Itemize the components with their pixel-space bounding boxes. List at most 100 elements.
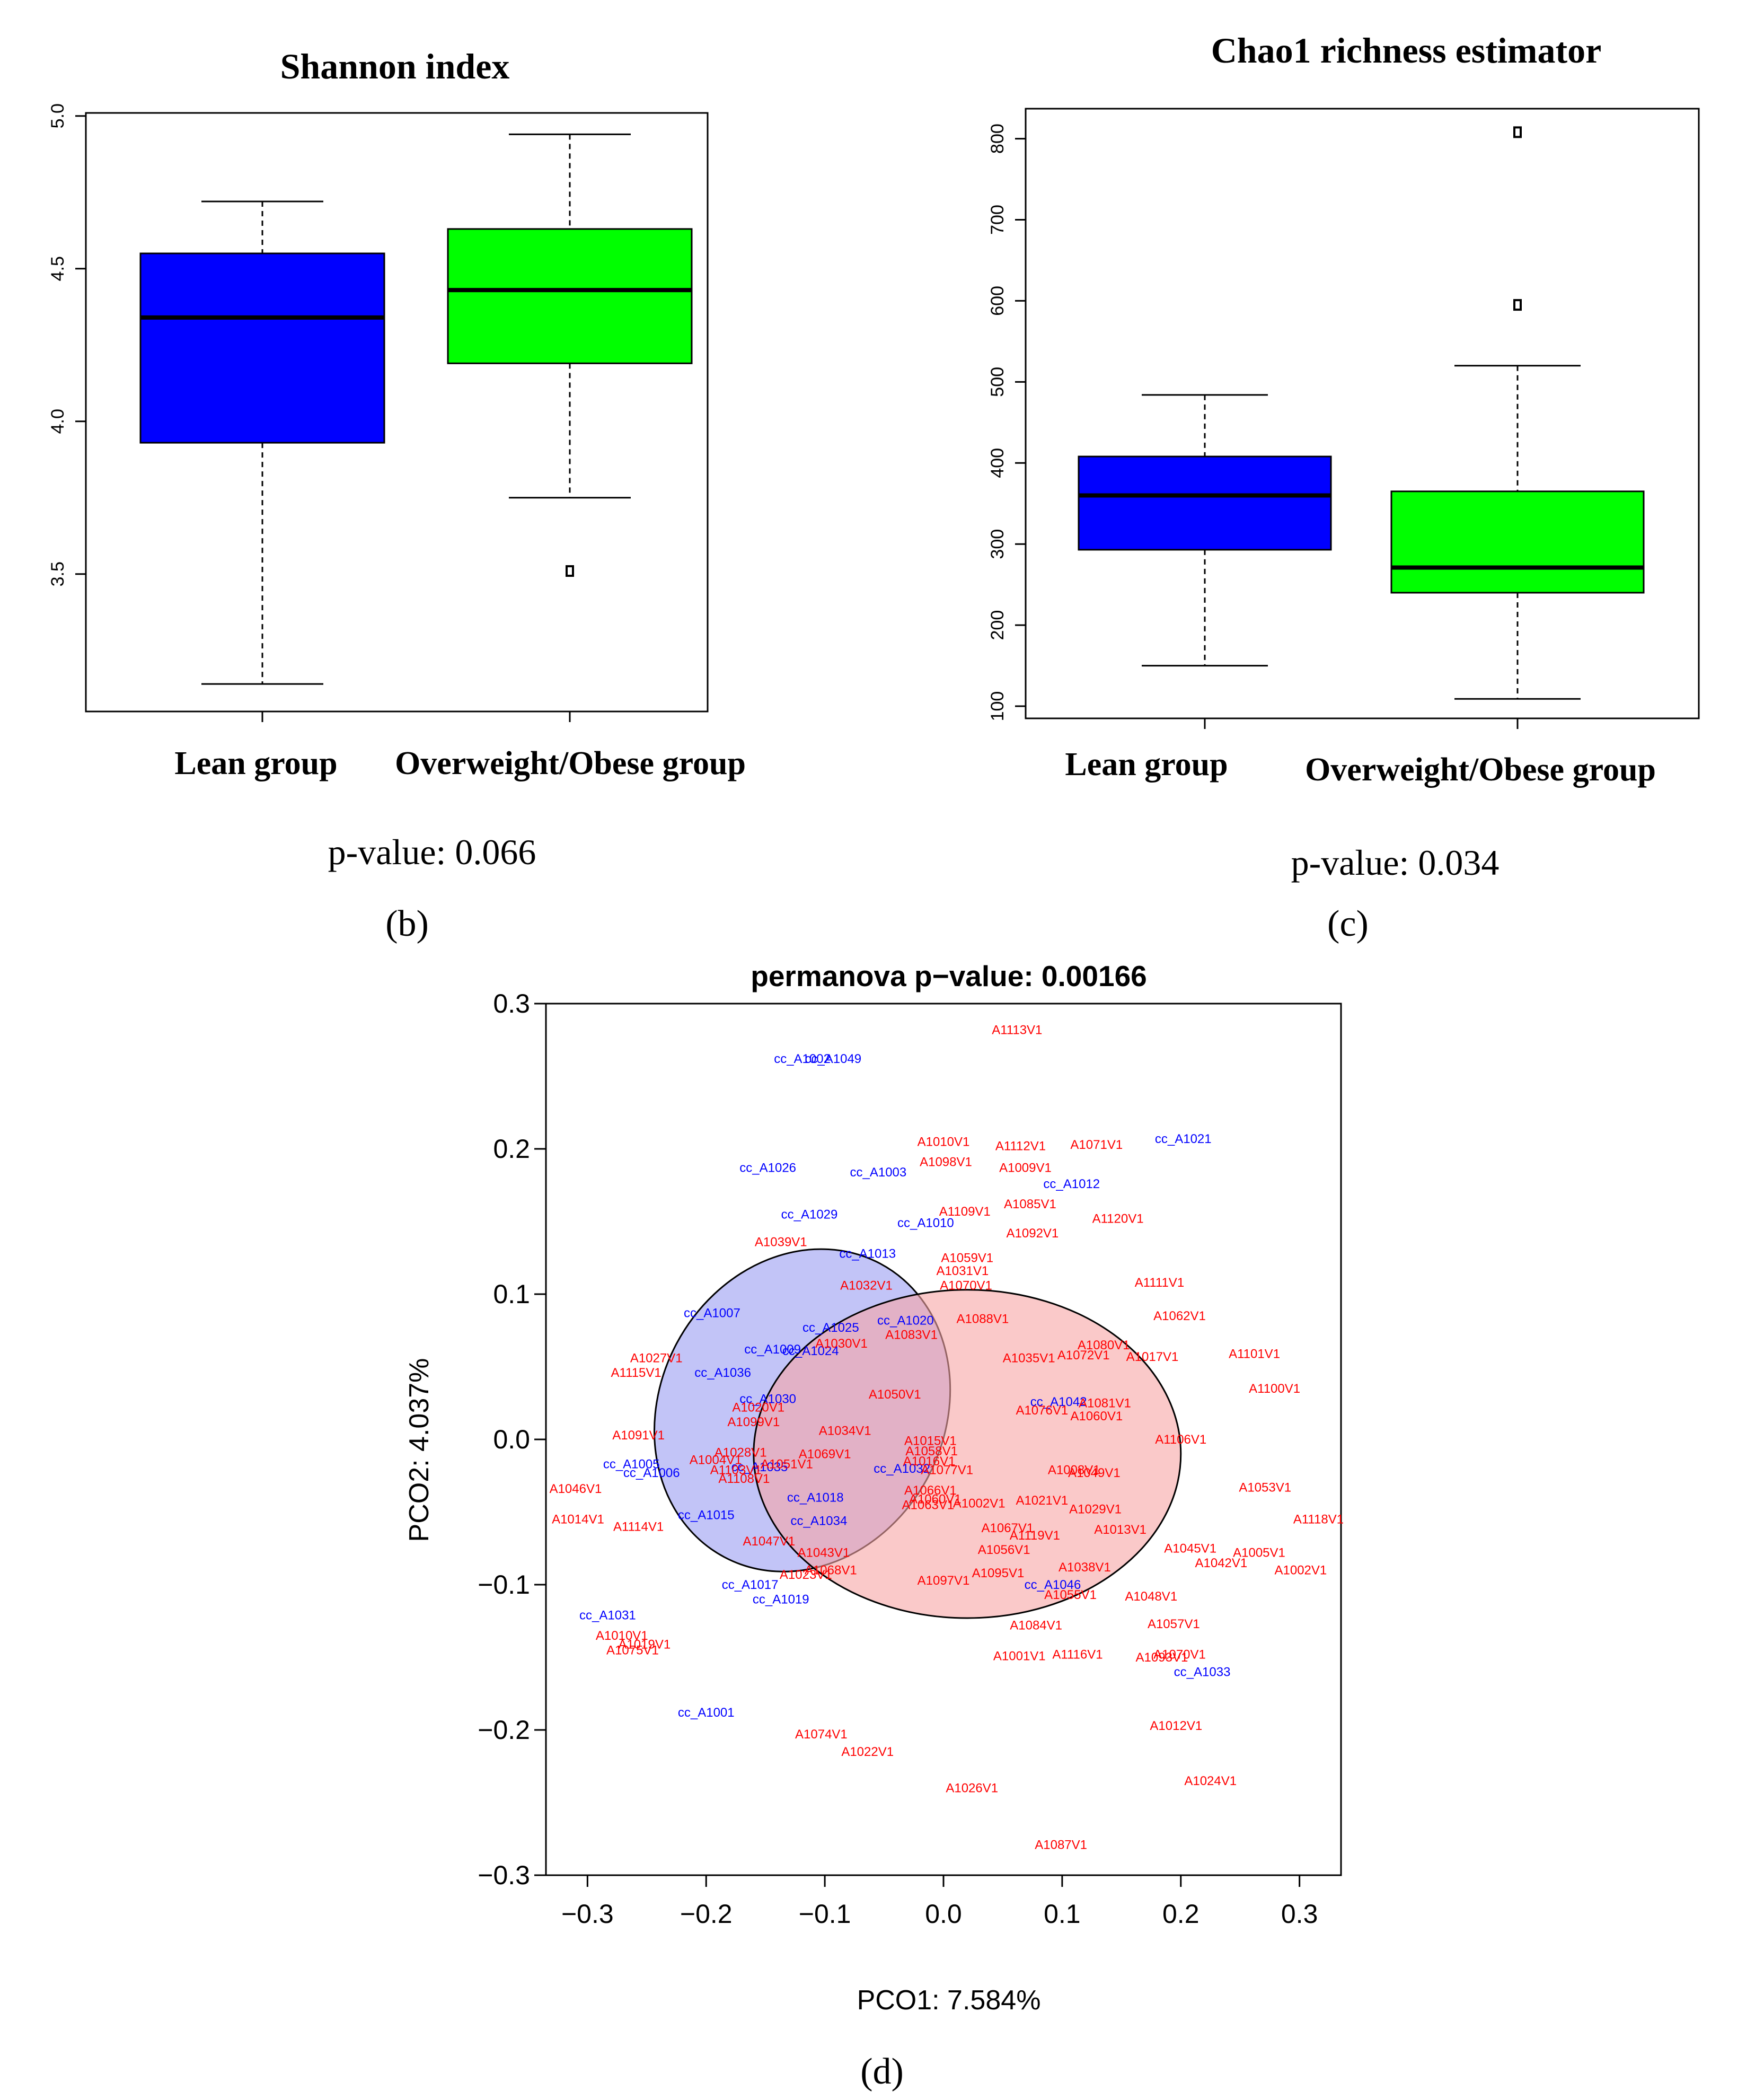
lean-sample-point: cc_A1036 xyxy=(694,1366,751,1380)
chao1-y-tick-label: 800 xyxy=(987,124,1008,154)
obese-sample-point: A1002V1 xyxy=(953,1497,1006,1511)
obese-sample-point: A1050V1 xyxy=(869,1387,921,1402)
pcoa-x-tick-label: 0.3 xyxy=(1281,1899,1318,1929)
obese-sample-point: A1009V1 xyxy=(999,1161,1052,1175)
obese-sample-point: A1083V1 xyxy=(885,1328,938,1342)
obese-sample-point: A1076V1 xyxy=(1016,1403,1068,1418)
pcoa-x-tick-label: −0.1 xyxy=(799,1899,851,1929)
panel-label-d: (d) xyxy=(860,2051,904,2092)
obese-sample-point: A1038V1 xyxy=(1059,1560,1111,1575)
lean-sample-point: cc_A1026 xyxy=(739,1161,796,1175)
lean-sample-point: cc_A1024 xyxy=(782,1344,839,1358)
lean-sample-point: cc_A1018 xyxy=(787,1491,844,1505)
obese-sample-point: A1010V1 xyxy=(918,1135,970,1149)
outlier-point xyxy=(566,565,574,577)
obese-sample-point: A1118V1 xyxy=(1293,1513,1344,1527)
obese-sample-point: A1010V1 xyxy=(596,1629,648,1643)
lean-sample-point: cc_A1005 xyxy=(603,1457,660,1472)
obese-sample-point: A1067V1 xyxy=(982,1521,1034,1535)
chao1-y-tick-label: 400 xyxy=(987,448,1008,478)
shannon-y-tick-label: 3.5 xyxy=(48,561,68,586)
chao1-category-obese: Overweight/Obese group xyxy=(1305,752,1656,788)
iqr-box xyxy=(447,228,693,364)
pcoa-x-tick-label: 0.1 xyxy=(1044,1899,1081,1929)
pcoa-x-tick-label: −0.3 xyxy=(561,1899,614,1929)
obese-sample-point: A1112V1 xyxy=(995,1139,1046,1154)
obese-sample-point: A1027V1 xyxy=(630,1351,683,1366)
obese-sample-point: A1106V1 xyxy=(1155,1433,1206,1447)
chao1-p-value: p-value: 0.034 xyxy=(1291,842,1500,883)
chao1-box-obese xyxy=(1390,126,1645,700)
obese-sample-point: A1120V1 xyxy=(1092,1212,1144,1226)
shannon-box-obese xyxy=(447,133,693,577)
panel-d-pcoa: permanova p−value: 0.00166 −0.3 −0.2 −0.1 0… xyxy=(404,960,1344,2092)
lean-sample-point: cc_A1033 xyxy=(1174,1665,1231,1679)
obese-sample-point: A1108V1 xyxy=(718,1472,770,1486)
obese-sample-point: A1055V1 xyxy=(1044,1588,1097,1602)
obese-sample-point: A1060V1 xyxy=(1070,1409,1123,1424)
shannon-box-lean xyxy=(139,200,385,685)
obese-sample-point: A1084V1 xyxy=(1010,1619,1062,1633)
panel-label-c: (c) xyxy=(1327,903,1369,944)
obese-sample-point: A1029V1 xyxy=(1069,1502,1122,1517)
obese-sample-point: A1035V1 xyxy=(1003,1351,1055,1366)
obese-sample-point: A1072V1 xyxy=(1057,1348,1110,1363)
obese-sample-point: A1063V1 xyxy=(902,1498,955,1512)
lean-sample-point: cc_A1042 xyxy=(1030,1395,1087,1409)
obese-sample-point: A1088V1 xyxy=(956,1312,1009,1326)
obese-sample-point: A1100V1 xyxy=(1249,1382,1300,1396)
obese-sample-point: A1023V1 xyxy=(780,1568,832,1582)
chao1-y-tick-label: 100 xyxy=(987,691,1008,722)
obese-sample-point: A1081V1 xyxy=(1079,1396,1131,1411)
obese-sample-point: A1032V1 xyxy=(840,1279,893,1293)
obese-sample-point: A1051V1 xyxy=(761,1457,813,1472)
obese-sample-point: A1013V1 xyxy=(1094,1523,1146,1537)
chao1-plot-frame xyxy=(1025,108,1700,719)
shannon-category-obese: Overweight/Obese group xyxy=(395,745,746,781)
obese-sample-point: A1030V1 xyxy=(815,1337,868,1351)
lean-sample-point: cc_A1029 xyxy=(781,1207,838,1222)
obese-sample-point: A1115V1 xyxy=(611,1366,661,1380)
shannon-y-tick-label: 5.0 xyxy=(48,103,68,128)
panel-label-b: (b) xyxy=(385,903,429,944)
panel-b-shannon: Shannon index 3.5 4.0 4.5 5.0 Lean group Ov… xyxy=(48,46,746,944)
obese-sample-point: A1097V1 xyxy=(918,1574,970,1588)
lean-sample-point: cc_A1031 xyxy=(579,1609,636,1623)
panel-c-chao1: Chao1 richness estimator 100 200 300 400 500… xyxy=(987,30,1700,944)
lean-sample-point: cc_A1007 xyxy=(684,1306,740,1321)
lean-sample-point: cc_A1035 xyxy=(731,1460,788,1474)
lean-sample-point: cc_A1010 xyxy=(897,1216,954,1231)
lean-sample-point: cc_A1009 xyxy=(744,1342,801,1357)
obese-sample-point: A1109V1 xyxy=(939,1205,991,1219)
obese-sample-point: A1098V1 xyxy=(920,1155,972,1170)
obese-sample-point: A1017V1 xyxy=(1126,1350,1179,1364)
pcoa-y-tick-label: 0.3 xyxy=(493,989,530,1018)
obese-sample-point: A1024V1 xyxy=(1184,1774,1237,1788)
lean-sample-point: cc_A1002 xyxy=(774,1052,831,1066)
iqr-box xyxy=(1078,455,1332,551)
chao1-y-tick-label: 700 xyxy=(987,205,1008,235)
pcoa-y-tick-label: −0.2 xyxy=(478,1715,530,1745)
obese-sample-point: A1069V1 xyxy=(799,1447,851,1461)
obese-sample-point: A1008V1 xyxy=(1048,1463,1100,1478)
lean-sample-point: cc_A1020 xyxy=(877,1313,934,1328)
pcoa-x-tick-label: 0.2 xyxy=(1162,1899,1199,1929)
obese-sample-point: A1056V1 xyxy=(978,1543,1030,1557)
obese-sample-point: A1012V1 xyxy=(1150,1719,1202,1733)
obese-sample-point: A1022V1 xyxy=(841,1745,894,1759)
obese-sample-point: A1002V1 xyxy=(1274,1563,1327,1578)
obese-sample-point: A1103V1 xyxy=(710,1463,762,1478)
obese-sample-point: A1020V1 xyxy=(732,1401,784,1415)
obese-sample-point: A1049V1 xyxy=(1068,1466,1121,1480)
lean-sample-point: cc_A1034 xyxy=(791,1514,848,1528)
obese-sample-point: A1057V1 xyxy=(1148,1617,1200,1631)
chao1-y-tick-label: 500 xyxy=(987,367,1008,397)
pcoa-x-axis-label: PCO1: 7.584% xyxy=(857,1985,1041,2016)
obese-sample-point: A1075V1 xyxy=(606,1643,659,1657)
obese-sample-point: A1014V1 xyxy=(552,1513,604,1527)
obese-sample-point: A1060V1 xyxy=(909,1492,962,1506)
obese-sample-point: A1028V1 xyxy=(715,1446,767,1460)
obese-sample-point: A1070V1 xyxy=(1153,1648,1206,1662)
obese-sample-point: A1045V1 xyxy=(1164,1542,1216,1556)
